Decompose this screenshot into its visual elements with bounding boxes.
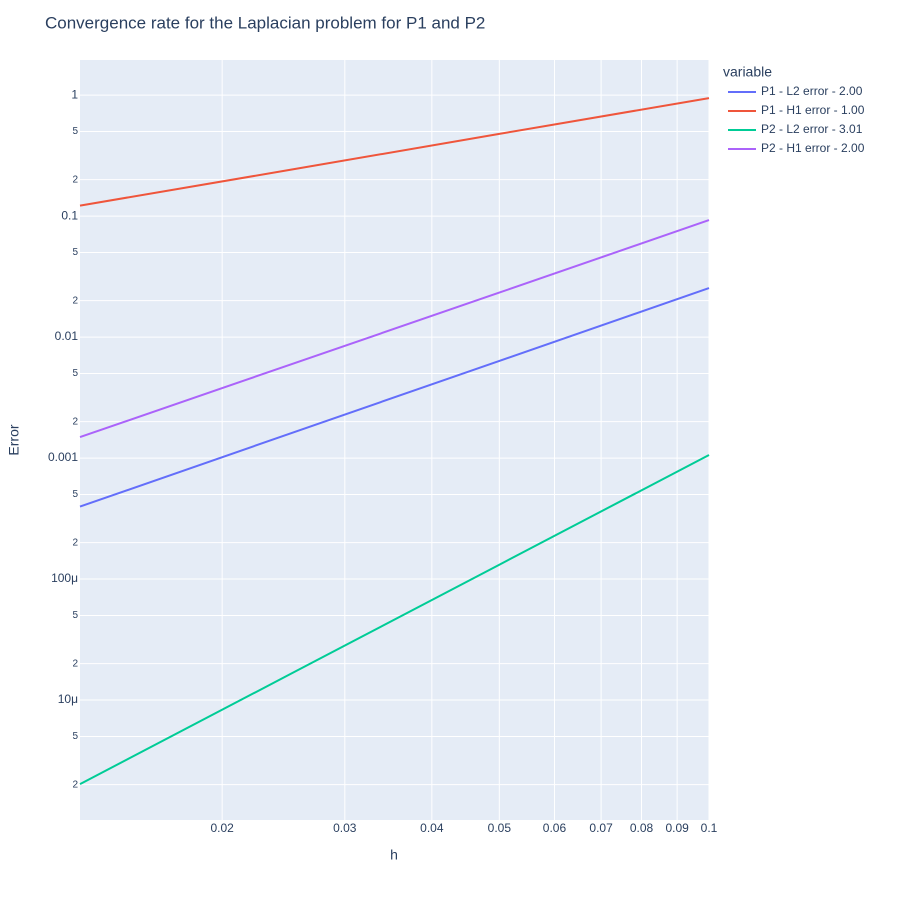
- y-tick-label: 5: [72, 247, 78, 258]
- series-line: [79, 97, 710, 207]
- y-tick-label: 2: [72, 416, 78, 427]
- legend-label: P2 - L2 error - 3.01: [761, 122, 863, 136]
- series-line: [79, 219, 710, 439]
- x-tick-label: 0.02: [210, 821, 234, 835]
- y-axis-title: Error: [6, 424, 22, 455]
- legend-label: P2 - H1 error - 2.00: [761, 141, 865, 155]
- legend-title: variable: [723, 64, 772, 80]
- y-tick-label: 5: [72, 368, 78, 379]
- y-tick-label: 2: [72, 537, 78, 548]
- y-tick-label: 2: [72, 174, 78, 185]
- y-tick-label: 10μ: [58, 692, 78, 706]
- x-axis-title: h: [390, 847, 398, 863]
- x-tick-label: 0.08: [630, 821, 654, 835]
- y-tick-label: 2: [72, 779, 78, 790]
- x-tick-label: 0.09: [665, 821, 689, 835]
- y-tick-label: 2: [72, 658, 78, 669]
- plot-area: [80, 60, 709, 820]
- x-tick-label: 0.06: [543, 821, 567, 835]
- y-tick-label: 5: [72, 489, 78, 500]
- x-tick-label: 0.1: [701, 821, 718, 835]
- legend-label: P1 - H1 error - 1.00: [761, 103, 865, 117]
- y-tick-label: 1: [71, 87, 78, 101]
- y-tick-label: 100μ: [51, 571, 78, 585]
- series-line: [79, 454, 710, 785]
- series-line: [79, 287, 710, 508]
- x-tick-label: 0.05: [488, 821, 512, 835]
- y-tick-label: 5: [72, 610, 78, 621]
- y-tick-label: 5: [72, 126, 78, 137]
- x-tick-label: 0.07: [589, 821, 613, 835]
- chart-title: Convergence rate for the Laplacian probl…: [45, 13, 485, 32]
- x-tick-label: 0.03: [333, 821, 357, 835]
- legend-label: P1 - L2 error - 2.00: [761, 84, 863, 98]
- y-tick-label: 0.1: [61, 208, 78, 222]
- y-tick-label: 5: [72, 731, 78, 742]
- y-tick-label: 2: [72, 295, 78, 306]
- y-tick-label: 0.001: [48, 450, 78, 464]
- y-tick-label: 0.01: [55, 329, 79, 343]
- x-tick-label: 0.04: [420, 821, 444, 835]
